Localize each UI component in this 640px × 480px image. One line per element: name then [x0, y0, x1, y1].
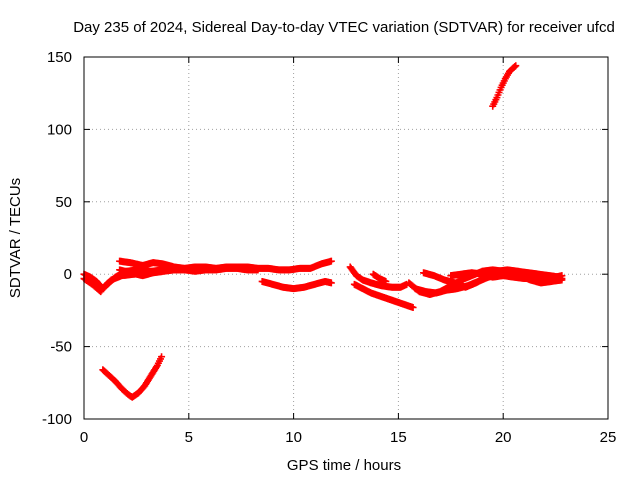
series-trace-8	[350, 280, 417, 312]
data-point	[152, 363, 160, 371]
grid-lines	[84, 57, 608, 419]
data-points	[80, 62, 566, 401]
axis-ticks: 0 5 10 15 20 25 -100 -50 0 50 100 150	[42, 49, 616, 446]
data-point	[382, 277, 390, 285]
y-tick-label: 50	[55, 194, 72, 211]
data-point	[327, 279, 335, 287]
series-trace-9	[369, 270, 390, 285]
x-tick-label: 5	[185, 429, 193, 446]
y-tick-label: 0	[64, 266, 72, 283]
y-tick-label: 100	[47, 121, 72, 138]
data-point	[158, 353, 166, 361]
data-point	[327, 257, 335, 265]
y-axis-label: SDTVAR / TECUs	[7, 178, 24, 298]
x-tick-label: 15	[390, 429, 407, 446]
x-axis-label: GPS time / hours	[287, 457, 401, 474]
x-tick-label: 10	[285, 429, 302, 446]
series-trace-5	[116, 264, 262, 280]
data-point	[558, 275, 566, 283]
y-tick-label: -100	[42, 411, 72, 428]
x-tick-label: 25	[600, 429, 617, 446]
x-tick-label: 20	[495, 429, 512, 446]
y-tick-label: 150	[47, 49, 72, 66]
data-point	[409, 304, 417, 312]
series-trace-6	[258, 277, 335, 293]
plot-frame	[83, 56, 609, 420]
data-point	[511, 63, 519, 71]
chart-title: Day 235 of 2024, Sidereal Day-to-day VTE…	[73, 19, 615, 36]
series-trace-3	[99, 353, 166, 401]
series-trace-13	[447, 269, 566, 283]
data-point	[512, 62, 520, 70]
series-trace-7	[346, 263, 411, 291]
x-tick-label: 0	[80, 429, 88, 446]
data-point	[254, 266, 262, 274]
series-trace-14	[489, 62, 520, 110]
y-tick-label: -50	[50, 339, 72, 356]
